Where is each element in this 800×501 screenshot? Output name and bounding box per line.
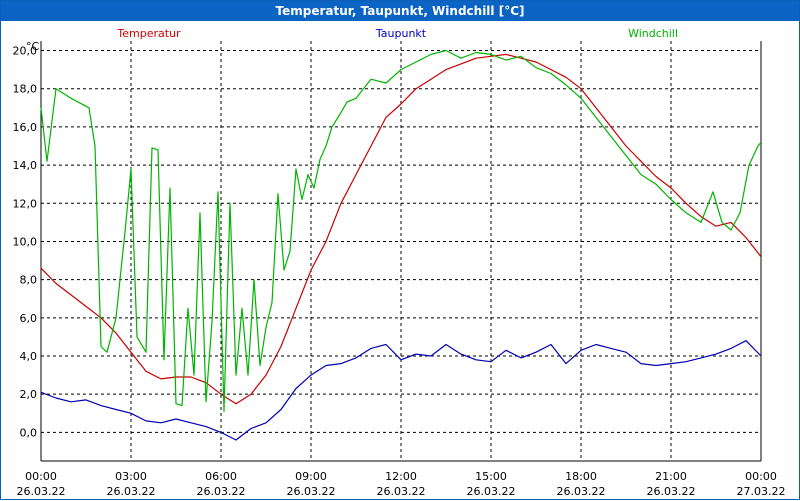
series-line-temperatur (40, 53, 762, 405)
window-title: Temperatur, Taupunkt, Windchill [°C] (1, 1, 799, 21)
x-tick-date: 26.03.22 (647, 485, 696, 498)
x-tick-date: 27.03.22 (737, 485, 786, 498)
x-tick-time: 21:00 (655, 470, 687, 483)
y-tick-label: 2,0 (20, 388, 38, 401)
y-tick-label: 12,0 (13, 197, 38, 210)
x-tick-date: 26.03.22 (377, 485, 426, 498)
x-tick-date: 26.03.22 (17, 485, 66, 498)
y-tick-label: 6,0 (20, 312, 38, 325)
x-tick-date: 26.03.22 (467, 485, 516, 498)
x-tick-time: 18:00 (565, 470, 597, 483)
x-tick-date: 26.03.22 (287, 485, 336, 498)
y-tick-label: 10,0 (13, 235, 38, 248)
x-tick-time: 00:00 (745, 470, 777, 483)
x-tick-date: 26.03.22 (107, 485, 156, 498)
y-tick-label: 14,0 (13, 159, 38, 172)
grid-lines (41, 41, 761, 461)
axis-labels: 0,0 2,0 4,0 6,0 8,0 10,0 12,0 14,0 16,0 18,0 20,0 0… (13, 40, 786, 498)
x-tick-time: 03:00 (115, 470, 147, 483)
x-tick-time: 15:00 (475, 470, 507, 483)
y-tick-label: 0,0 (20, 426, 38, 439)
x-tick-time: 00:00 (25, 470, 57, 483)
x-tick-time: 12:00 (385, 470, 417, 483)
legend: Temperatur Taupunkt Windchill (116, 27, 678, 40)
legend-windchill: Windchill (628, 27, 678, 40)
x-tick-date: 26.03.22 (197, 485, 246, 498)
x-tick-time: 09:00 (295, 470, 327, 483)
y-tick-label: 20,0 (13, 45, 38, 58)
series-line-taupunkt (40, 340, 762, 441)
y-tick-label: 16,0 (13, 121, 38, 134)
y-tick-label: 4,0 (20, 350, 38, 363)
series-lines (40, 49, 762, 441)
x-tick-time: 06:00 (205, 470, 237, 483)
legend-temperatur: Temperatur (116, 27, 181, 40)
y-axis-unit: °C (26, 40, 40, 53)
x-tick-date: 26.03.22 (557, 485, 606, 498)
series-line-windchill (40, 49, 762, 412)
legend-taupunkt: Taupunkt (375, 27, 427, 40)
y-tick-label: 8,0 (20, 274, 38, 287)
y-tick-label: 18,0 (13, 83, 38, 96)
